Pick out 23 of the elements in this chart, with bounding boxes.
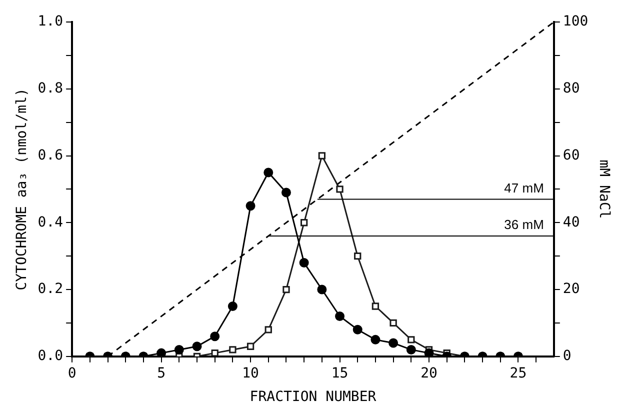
y-tick-label: 1.0	[38, 14, 64, 30]
x-tick-label: 10	[242, 365, 259, 382]
x-axis-title: FRACTION NUMBER	[250, 389, 377, 406]
y-tick-label: 0.2	[38, 281, 64, 298]
ref-line-label: 36 mM	[504, 217, 544, 232]
y2-tick-label: 80	[562, 80, 580, 97]
y-tick-label: 0.4	[38, 214, 64, 230]
x-tick-label: 15	[331, 365, 348, 382]
y2-tick-label: 100	[562, 14, 588, 30]
y2-tick-label: 40	[562, 214, 580, 230]
x-tick-label: 5	[157, 365, 166, 382]
y2-tick-label: 0	[562, 348, 572, 364]
x-tick-label: 20	[420, 365, 438, 382]
x-tick-label: 25	[510, 365, 527, 382]
y-tick-label: 0.6	[38, 147, 64, 164]
x-tick-label: 0	[68, 365, 76, 382]
y-tick-label: 0.8	[38, 80, 64, 97]
y2-tick-label: 60	[562, 147, 580, 164]
y-tick-label: 0.0	[38, 348, 64, 364]
ref-line-label: 47 mM	[504, 180, 544, 196]
y-axis-title: CYTOCHROME aa₃ (nmol/ml)	[14, 88, 30, 290]
y2-axis-title: mM NaCl	[596, 160, 612, 219]
y2-tick-label: 20	[562, 281, 580, 298]
